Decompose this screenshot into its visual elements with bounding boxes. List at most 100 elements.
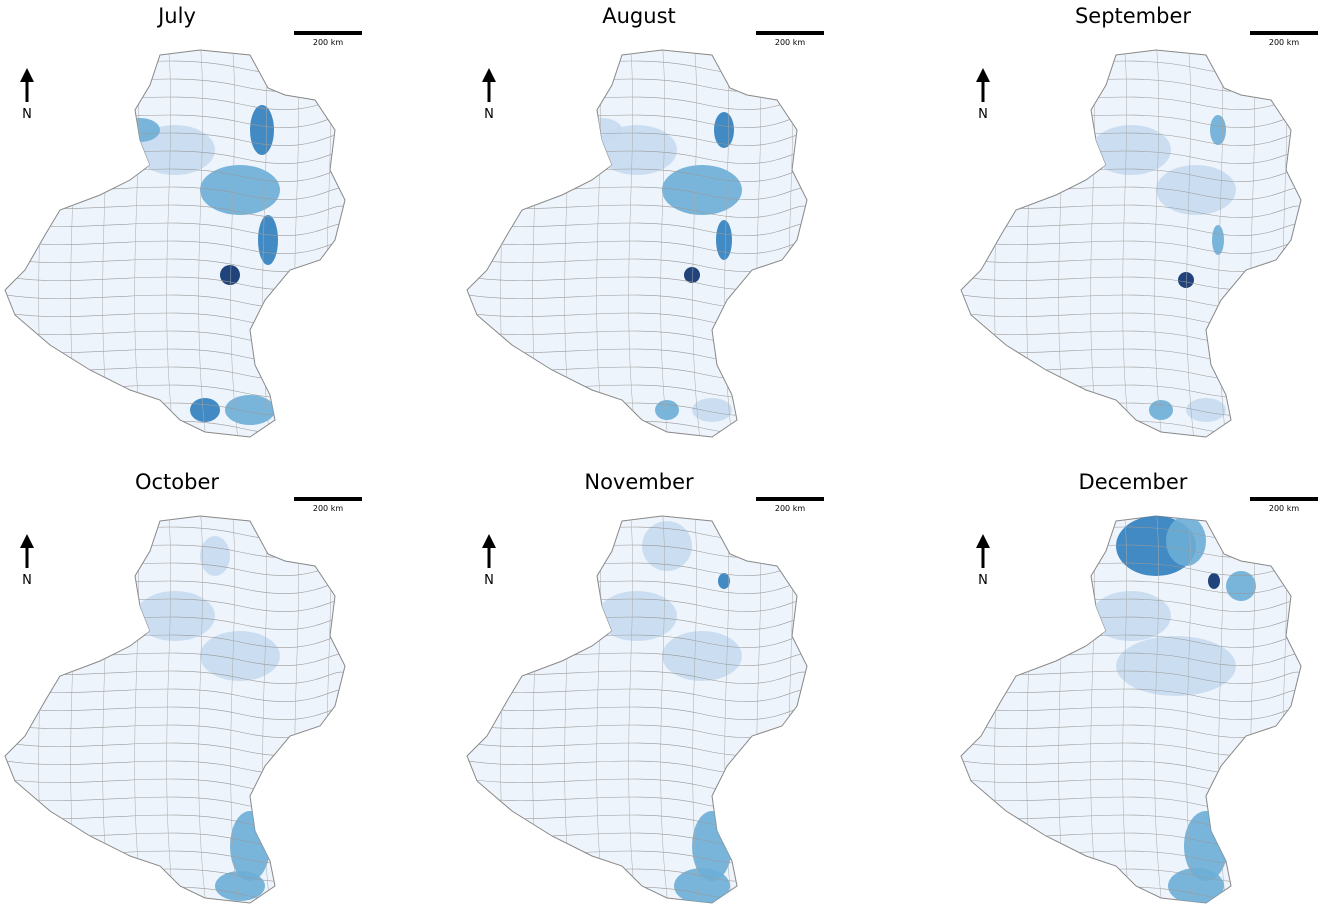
north-label: N — [22, 107, 32, 122]
subbasin-boundary — [961, 221, 1301, 236]
subbasin-boundary — [467, 687, 807, 702]
scale-label: 200 km — [775, 38, 805, 47]
map-panel: October 200 km N — [0, 470, 362, 912]
subbasin-boundary — [956, 904, 1306, 912]
subbasin-boundary — [1122, 516, 1131, 903]
north-label: N — [978, 573, 988, 588]
subbasin-boundary — [198, 50, 207, 437]
subbasin-boundary — [1186, 50, 1195, 437]
north-label: N — [978, 107, 988, 122]
water-patch — [220, 265, 240, 285]
water-patch — [692, 398, 732, 422]
panel-title: December — [1079, 470, 1188, 494]
subbasin-boundary — [1154, 50, 1163, 437]
subbasin-boundary — [628, 50, 637, 437]
north-label: N — [484, 107, 494, 122]
water-patch — [215, 871, 265, 901]
subbasin-boundary — [1154, 516, 1163, 903]
panel-title: August — [602, 4, 676, 28]
map-panel: August 200 km N — [462, 4, 824, 452]
scale-label: 200 km — [1269, 38, 1299, 47]
subbasin-boundary — [660, 50, 669, 437]
water-patch — [662, 631, 742, 681]
water-patch — [1156, 165, 1236, 215]
water-patch — [1116, 636, 1236, 696]
water-patch — [718, 573, 730, 589]
water-patch — [1166, 516, 1206, 566]
subbasin-boundary — [961, 239, 1301, 254]
subbasin-boundary — [5, 239, 345, 254]
water-patch — [716, 220, 732, 260]
basin-fill — [466, 49, 808, 438]
map-panel: July 200 km N — [0, 4, 362, 452]
water-patch — [1091, 125, 1171, 175]
north-label: N — [22, 573, 32, 588]
scale-label: 200 km — [313, 38, 343, 47]
scale-label: 200 km — [313, 504, 343, 513]
subbasin-boundary — [692, 50, 701, 437]
water-patch — [200, 536, 230, 576]
subbasin-boundary — [0, 438, 350, 452]
map-panel: September 200 km N — [956, 4, 1318, 452]
subbasin-boundary — [5, 687, 345, 702]
water-patch — [250, 105, 274, 155]
water-patch — [258, 215, 278, 265]
subbasin-boundary — [462, 438, 812, 452]
subbasin-boundary — [230, 50, 239, 437]
subbasin-boundary — [0, 904, 350, 912]
water-patch — [1168, 868, 1224, 903]
scale-label: 200 km — [775, 504, 805, 513]
water-patch — [230, 811, 270, 881]
basin-fill — [466, 515, 808, 904]
panel-title: July — [156, 4, 196, 28]
panel-title: September — [1075, 4, 1191, 28]
basin-fill — [4, 515, 346, 904]
basin-detail — [956, 516, 1306, 912]
subbasin-boundary — [961, 705, 1301, 720]
basin-detail — [467, 516, 807, 903]
subbasin-boundary — [467, 885, 807, 900]
north-arrow-head — [20, 68, 34, 82]
water-patch — [225, 395, 275, 425]
water-patch — [1091, 591, 1171, 641]
basin-detail — [0, 50, 350, 452]
subbasin-boundary — [628, 516, 637, 903]
subbasin-boundary — [692, 516, 701, 903]
water-patch — [674, 868, 730, 903]
water-patch — [200, 165, 280, 215]
water-patch — [135, 591, 215, 641]
subbasin-boundary — [956, 438, 1306, 452]
water-patch — [1212, 225, 1224, 255]
panel-title: October — [135, 470, 219, 494]
subbasin-boundary — [5, 885, 345, 900]
subbasin-boundary — [467, 239, 807, 254]
scale-label: 200 km — [1269, 504, 1299, 513]
water-patch — [642, 521, 692, 571]
map-panel: December 200 km N — [956, 470, 1318, 912]
water-patch — [655, 400, 679, 420]
north-arrow-head — [976, 68, 990, 82]
water-patch — [190, 398, 220, 422]
north-arrow-head — [482, 534, 496, 548]
subbasin-boundary — [1122, 50, 1131, 437]
basin-fill — [4, 49, 346, 438]
subbasin-boundary — [961, 687, 1301, 702]
water-patch — [684, 267, 700, 283]
subbasin-boundary — [961, 419, 1301, 434]
water-patch — [200, 631, 280, 681]
subbasin-boundary — [166, 516, 175, 903]
north-arrow-head — [976, 534, 990, 548]
water-patch — [1210, 115, 1226, 145]
water-patch — [582, 118, 622, 142]
subbasin-boundary — [166, 50, 175, 437]
subbasin-boundary — [660, 516, 669, 903]
subbasin-boundary — [467, 419, 807, 434]
water-patch — [1208, 573, 1220, 589]
water-patch — [120, 118, 160, 142]
subbasin-boundary — [5, 705, 345, 720]
water-patch — [1149, 400, 1173, 420]
subbasin-boundary — [961, 885, 1301, 900]
water-patch — [1178, 272, 1194, 288]
subbasin-boundary — [467, 705, 807, 720]
